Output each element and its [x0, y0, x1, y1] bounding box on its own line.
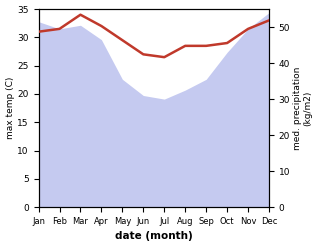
Y-axis label: max temp (C): max temp (C) — [5, 77, 15, 139]
Y-axis label: med. precipitation
(kg/m2): med. precipitation (kg/m2) — [293, 66, 313, 150]
X-axis label: date (month): date (month) — [115, 231, 193, 242]
